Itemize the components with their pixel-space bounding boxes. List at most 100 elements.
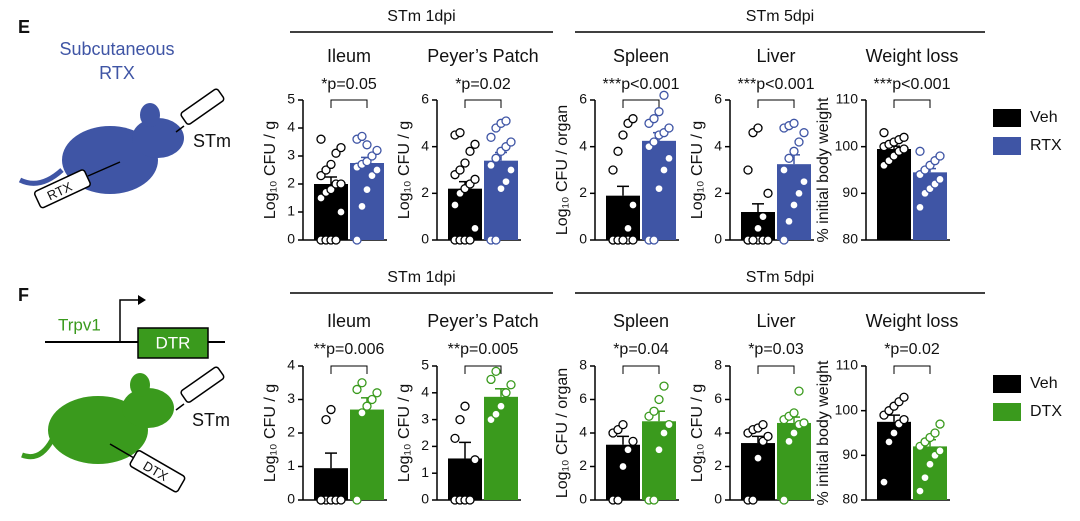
group-header: STm 5dpi [746, 8, 814, 25]
y-tick-label: 4 [287, 119, 295, 135]
data-point [899, 392, 909, 402]
data-point [336, 207, 346, 217]
data-point [925, 459, 935, 469]
data-point [784, 216, 794, 226]
data-point [654, 184, 664, 194]
legend-label: Veh [1030, 375, 1058, 392]
data-point [450, 433, 460, 444]
y-tick-label: 6 [579, 390, 587, 406]
data-point [321, 165, 331, 175]
legend-swatch [993, 375, 1021, 393]
chart-title: Liver [756, 311, 795, 331]
y-tick-label: 0 [579, 491, 587, 507]
data-point [367, 151, 377, 161]
data-point [935, 419, 945, 429]
y-tick-label: 0 [714, 491, 722, 507]
p-value: ***p<0.001 [738, 76, 815, 93]
data-point [455, 414, 465, 425]
y-tick-label: 5 [287, 91, 295, 107]
y-axis-label: Log₁₀ CFU / g [396, 384, 413, 482]
data-point [748, 235, 758, 245]
y-tick-label: 0 [714, 231, 722, 247]
panel-label: E [18, 17, 30, 37]
y-tick-label: 100 [835, 137, 859, 153]
y-tick-label: 2 [421, 437, 429, 453]
data-point [899, 132, 909, 142]
p-value: ***p<0.001 [874, 76, 951, 93]
inoculum: STm [192, 410, 230, 430]
data-point [491, 235, 501, 245]
data-point [789, 428, 799, 438]
y-tick-label: 80 [842, 491, 858, 507]
data-point [879, 128, 889, 138]
y-tick-label: 4 [421, 384, 429, 400]
data-point [618, 235, 628, 245]
y-tick-label: 4 [714, 424, 722, 440]
y-axis-label: % initial body weight [815, 97, 832, 243]
data-point [357, 378, 367, 388]
data-point [331, 148, 341, 158]
data-point [763, 431, 773, 442]
y-tick-label: 110 [836, 357, 859, 373]
data-point [470, 455, 480, 465]
legend-label: Veh [1030, 109, 1058, 126]
treatment: RTX [99, 63, 135, 83]
data-point [753, 123, 763, 133]
data-point [659, 381, 669, 391]
data-point [618, 461, 628, 472]
data-point [664, 153, 674, 163]
data-point [496, 184, 506, 194]
data-point [486, 132, 496, 142]
y-tick-label: 3 [421, 410, 429, 426]
data-point [336, 142, 346, 153]
legend-swatch [993, 403, 1021, 421]
significance-bracket [464, 365, 502, 374]
y-tick-label: 80 [842, 231, 858, 247]
data-point [659, 90, 669, 100]
data-point [899, 414, 909, 425]
legend-swatch [993, 109, 1021, 127]
data-point [789, 118, 799, 128]
data-point [664, 123, 674, 133]
data-point [758, 419, 768, 430]
data-point [763, 235, 773, 245]
data-point [623, 445, 633, 455]
mouse [18, 103, 184, 194]
data-point [450, 200, 460, 210]
data-point [326, 404, 336, 415]
significance-bracket [330, 99, 368, 108]
y-axis-label: Log₁₀ CFU / g [262, 121, 279, 219]
y-tick-label: 1 [287, 203, 295, 219]
data-point [352, 384, 362, 395]
y-tick-label: 6 [714, 390, 722, 406]
p-value: *p=0.04 [613, 341, 669, 358]
data-point [899, 144, 909, 154]
y-tick-label: 2 [287, 175, 295, 191]
significance-bracket [893, 365, 931, 374]
significance-bracket [622, 99, 660, 108]
data-point [465, 146, 475, 156]
data-point [460, 158, 470, 168]
data-point [799, 177, 809, 187]
data-point [779, 495, 789, 505]
syringe [33, 88, 225, 209]
data-point [748, 495, 758, 505]
significance-bracket [330, 365, 368, 374]
data-point [628, 235, 638, 245]
bar [448, 458, 482, 500]
chart-title: Peyer’s Patch [427, 311, 538, 331]
significance-bracket [757, 99, 795, 108]
y-tick-label: 0 [421, 491, 429, 507]
promoter-arrowhead [138, 295, 146, 305]
data-point [336, 495, 346, 505]
p-value: *p=0.02 [455, 76, 511, 93]
data-point [743, 165, 753, 175]
data-point [486, 374, 496, 385]
data-point [649, 235, 659, 245]
y-tick-label: 2 [579, 457, 587, 473]
chart-title: Ileum [327, 311, 371, 331]
legend-label: DTX [1030, 403, 1062, 420]
gene: Trpv1 [58, 315, 101, 334]
y-tick-label: 2 [714, 457, 722, 473]
data-point [794, 188, 804, 198]
